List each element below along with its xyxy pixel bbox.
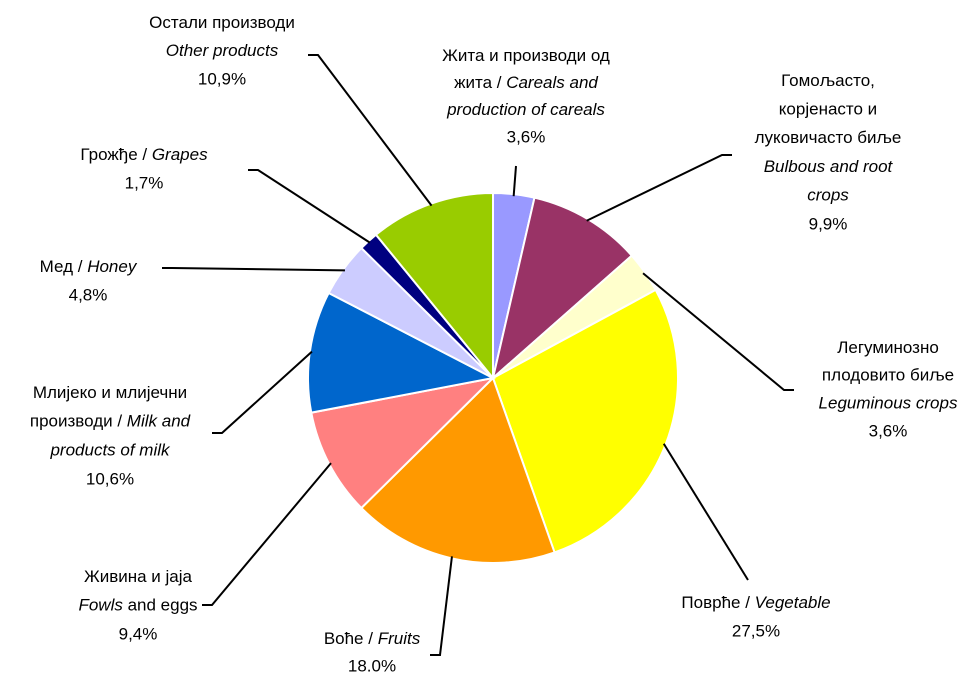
slice-label: Bulbous and root: [764, 157, 894, 176]
leader-line: [162, 267, 345, 272]
value-label: 3,6%: [869, 422, 908, 441]
label-run: products of milk: [49, 441, 171, 460]
slice-label: жита / Careals and: [454, 73, 598, 92]
value-label: 18.0%: [348, 656, 396, 675]
slice-label: Млијеко и млијечни: [33, 383, 187, 402]
value-label: 4,8%: [69, 285, 108, 304]
slice-label: products of milk: [49, 441, 171, 460]
value-label: 9,4%: [119, 624, 158, 643]
label-run: Leguminous crops: [819, 394, 958, 413]
pie-slice: [491, 288, 679, 554]
label-run: Жита и производи од: [442, 46, 610, 65]
value-label: 3,6%: [507, 127, 546, 146]
label-run: Milk and: [127, 412, 191, 431]
slice-label: Грожђе / Grapes: [80, 145, 208, 164]
slice-label: Жита и производи од: [442, 46, 610, 65]
label-run: Мед /: [40, 257, 88, 276]
pie-slice: [307, 291, 497, 414]
label-run: Grapes: [152, 145, 208, 164]
pie-slice: [491, 196, 634, 381]
slice-label: Мед / Honey: [40, 257, 138, 276]
label-run: Остали производи: [149, 13, 295, 32]
label-run: Fowls: [78, 596, 123, 615]
value-label: 10,6%: [86, 470, 134, 489]
leader-line: [662, 443, 749, 581]
slice-label: Fowls and eggs: [78, 596, 197, 615]
label-run: Гомољасто,: [781, 71, 875, 90]
slice-label: плодовито биље: [822, 366, 954, 385]
slice-label: Гомољасто,: [781, 71, 875, 90]
label-run: производи /: [30, 412, 127, 431]
label-run: Fruits: [378, 629, 421, 648]
slice-label: Воће / Fruits: [324, 629, 421, 648]
label-run: Живина и јаја: [84, 567, 193, 586]
label-run: луковичасто биље: [755, 129, 902, 148]
value-label: 27,5%: [732, 621, 780, 640]
label-run: Млијеко и млијечни: [33, 383, 187, 402]
label-run: Грожђе /: [80, 145, 151, 164]
label-run: жита /: [454, 73, 506, 92]
slice-label: Leguminous crops: [819, 394, 958, 413]
label-run: Honey: [87, 257, 138, 276]
label-run: Bulbous and root: [764, 157, 894, 176]
label-run: Vegetable: [755, 593, 831, 612]
slice-label: Остали производи: [149, 13, 295, 32]
leader-line: [586, 154, 732, 222]
slice-label: луковичасто биље: [755, 129, 902, 148]
slice-label: Живина и јаја: [84, 567, 193, 586]
leader-line: [202, 462, 332, 606]
slice-label: Other products: [166, 41, 279, 60]
leader-line: [430, 556, 453, 656]
label-run: production of careals: [446, 100, 605, 119]
label-run: crops: [807, 186, 849, 205]
slice-label: crops: [807, 186, 849, 205]
label-run: Other products: [166, 41, 279, 60]
slice-label: Легуминозно: [837, 338, 939, 357]
slice-label: Поврће / Vegetable: [681, 593, 830, 612]
label-run: Careals and: [506, 73, 598, 92]
label-run: and eggs: [123, 596, 198, 615]
label-run: корјенасто и: [779, 100, 877, 119]
label-run: Легуминозно: [837, 338, 939, 357]
leader-line: [642, 272, 794, 391]
leader-line: [248, 169, 371, 244]
leader-line: [308, 54, 433, 207]
slice-label: корјенасто и: [779, 100, 877, 119]
label-run: плодовито биље: [822, 366, 954, 385]
label-run: Воће /: [324, 629, 378, 648]
value-label: 10,9%: [198, 69, 246, 88]
value-label: 9,9%: [809, 214, 848, 233]
value-label: 1,7%: [125, 173, 164, 192]
slice-label: production of careals: [446, 100, 605, 119]
leader-line: [212, 350, 313, 434]
slice-label: производи / Milk and: [30, 412, 191, 431]
leader-line: [512, 165, 517, 197]
label-run: Поврће /: [681, 593, 754, 612]
